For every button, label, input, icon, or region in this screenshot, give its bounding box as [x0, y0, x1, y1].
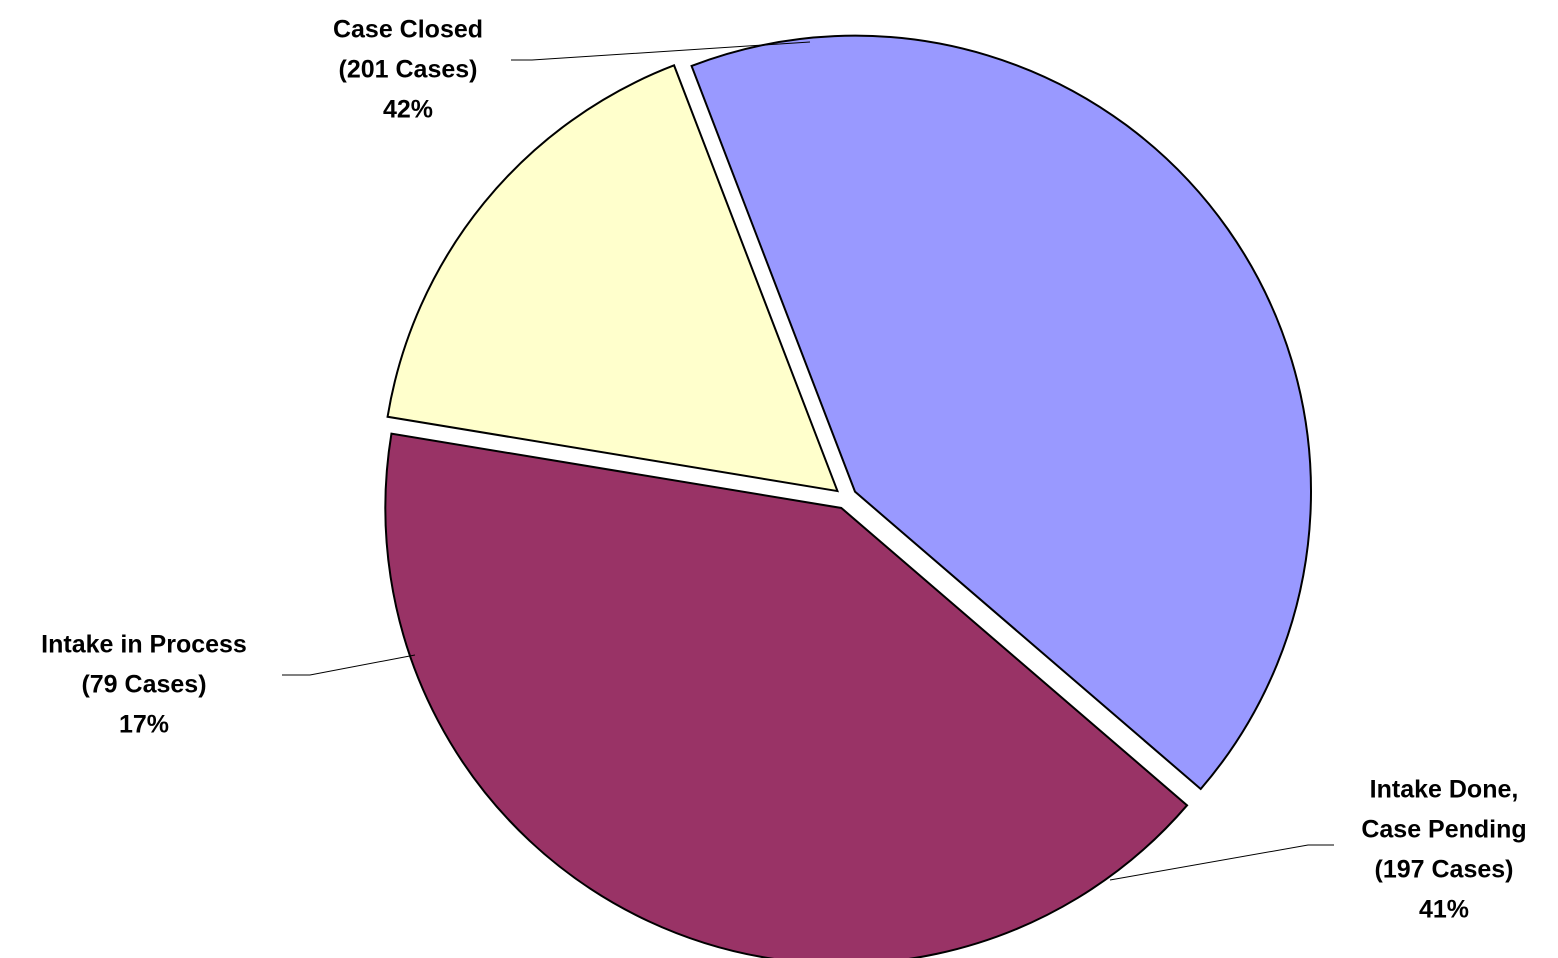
slice-label-2: Intake Done, [1370, 776, 1519, 804]
slice-percent-label-2: 41% [1419, 896, 1469, 924]
slice-label-1: (201 Cases) [339, 56, 478, 84]
leader-line-2 [1109, 844, 1334, 881]
slice-label-1: Case Closed [333, 16, 483, 44]
slice-label-3: Intake in Process [41, 631, 247, 659]
leader-line-1 [511, 41, 811, 61]
pie-slice-3 [386, 64, 840, 493]
leader-line-3 [282, 654, 416, 676]
pie-slice-2 [384, 432, 1189, 958]
pie-slice-1 [690, 34, 1312, 791]
slice-label-2: Case Pending [1361, 816, 1526, 844]
slice-percent-label-3: 17% [119, 711, 169, 739]
slice-label-2: (197 Cases) [1375, 856, 1514, 884]
slice-label-3: (79 Cases) [81, 671, 206, 699]
slice-percent-label-1: 42% [383, 96, 433, 124]
